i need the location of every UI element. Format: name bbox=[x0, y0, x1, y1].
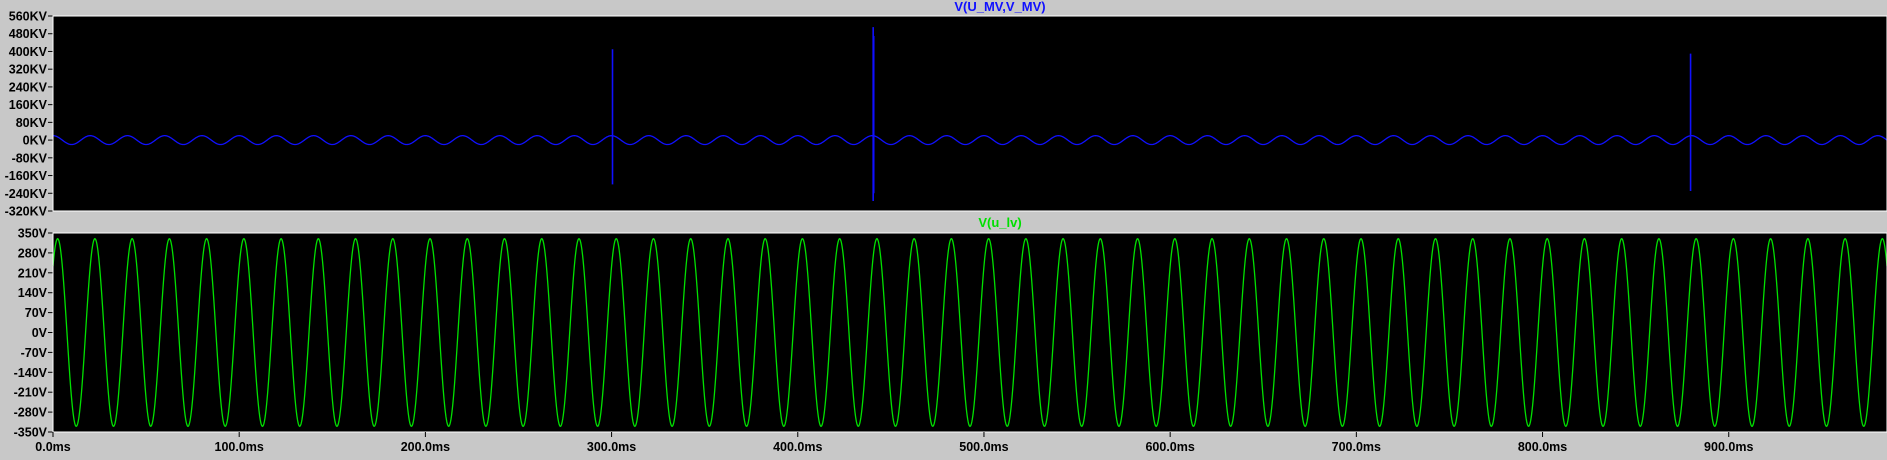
x-axis-time: 0.0ms 100.0ms 200.0ms 300.0ms 400.0ms 500.0ms… bbox=[35, 432, 1753, 454]
plot-frame bbox=[52, 232, 1887, 433]
y-tick-label: -160KV bbox=[5, 169, 48, 183]
pane-title-mv[interactable]: V(U_MV,V_MV) bbox=[954, 0, 1045, 14]
traces-lv bbox=[52, 237, 1887, 428]
pane-mv-voltage[interactable]: V(U_MV,V_MV) 560KV 480KV 400KV 320KV 240KV 16… bbox=[5, 0, 1887, 219]
traces-mv bbox=[52, 27, 1887, 202]
y-tick-label: -140V bbox=[14, 366, 48, 380]
y-tick-label: 70V bbox=[25, 306, 48, 320]
y-tick-label: 80KV bbox=[16, 116, 48, 130]
y-tick-label: 140V bbox=[18, 286, 48, 300]
y-tick-label: 350V bbox=[18, 227, 48, 241]
plot-area-lv[interactable] bbox=[53, 233, 1887, 432]
x-tick-label: 500.0ms bbox=[959, 440, 1008, 454]
y-tick-label: 560KV bbox=[9, 10, 48, 24]
y-tick-label: 320KV bbox=[9, 63, 48, 77]
y-tick-label: 280V bbox=[18, 246, 48, 260]
x-tick-label: 700.0ms bbox=[1332, 440, 1381, 454]
pane-title-lv[interactable]: V(u_lv) bbox=[978, 215, 1021, 230]
pane-lv-voltage[interactable]: V(u_lv) 350V 280V 210V 140V 70V 0V -70V -140V -2… bbox=[14, 215, 1887, 440]
y-tick-label: -350V bbox=[14, 426, 48, 440]
y-tick-label: -210V bbox=[14, 386, 48, 400]
plot-frame bbox=[52, 15, 1887, 212]
y-tick-label: 0KV bbox=[23, 134, 48, 148]
x-tick-label: 0.0ms bbox=[35, 440, 70, 454]
y-tick-label: 160KV bbox=[9, 98, 48, 112]
x-tick-label: 800.0ms bbox=[1518, 440, 1567, 454]
x-tick-label: 400.0ms bbox=[773, 440, 822, 454]
y-tick-label: -320KV bbox=[5, 205, 48, 219]
x-tick-label: 300.0ms bbox=[587, 440, 636, 454]
y-tick-label: 480KV bbox=[9, 27, 48, 41]
y-tick-label: 0V bbox=[32, 326, 48, 340]
y-tick-label: -80KV bbox=[12, 151, 48, 165]
x-tick-label: 200.0ms bbox=[401, 440, 450, 454]
y-tick-label: -280V bbox=[14, 406, 48, 420]
x-tick-label: 100.0ms bbox=[215, 440, 264, 454]
y-tick-label: 240KV bbox=[9, 80, 48, 94]
y-axis-lv: 350V 280V 210V 140V 70V 0V -70V -140V -210V -280V… bbox=[14, 227, 53, 440]
y-tick-label: -70V bbox=[21, 346, 48, 360]
plot-area-mv[interactable] bbox=[53, 16, 1887, 211]
series-line bbox=[52, 135, 1887, 146]
y-tick-label: 400KV bbox=[9, 45, 48, 59]
series-line bbox=[52, 237, 1887, 428]
y-axis-mv: 560KV 480KV 400KV 320KV 240KV 160KV 80KV 0KV -80… bbox=[5, 10, 53, 219]
y-tick-label: -240KV bbox=[5, 187, 48, 201]
x-tick-label: 900.0ms bbox=[1704, 440, 1753, 454]
y-tick-label: 210V bbox=[18, 266, 48, 280]
x-tick-label: 600.0ms bbox=[1145, 440, 1194, 454]
